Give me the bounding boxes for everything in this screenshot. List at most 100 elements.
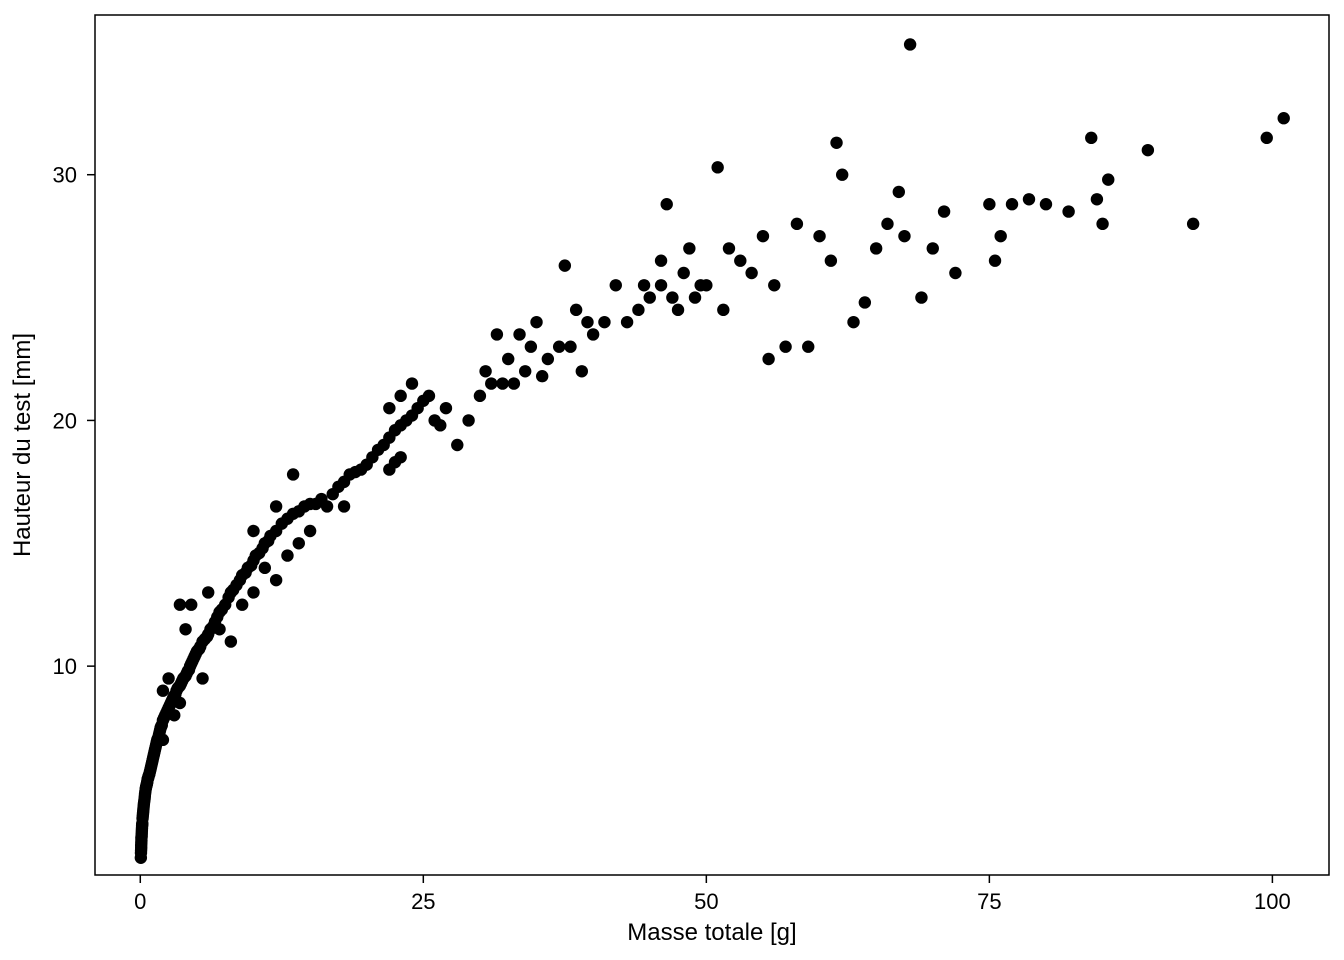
data-point [491, 328, 503, 340]
data-point [576, 365, 588, 377]
data-point [542, 353, 554, 365]
data-point [610, 279, 622, 291]
data-point [162, 672, 174, 684]
x-tick-label: 75 [977, 889, 1001, 914]
data-point [791, 218, 803, 230]
data-point [666, 291, 678, 303]
data-point [451, 439, 463, 451]
data-point [519, 365, 531, 377]
data-point [496, 377, 508, 389]
data-point [813, 230, 825, 242]
data-point [598, 316, 610, 328]
data-point [406, 377, 418, 389]
data-point [859, 296, 871, 308]
data-point [168, 709, 180, 721]
data-point [768, 279, 780, 291]
data-point [881, 218, 893, 230]
data-point [762, 353, 774, 365]
data-point [655, 255, 667, 267]
data-point [1040, 198, 1052, 210]
data-point [915, 291, 927, 303]
data-point [185, 599, 197, 611]
data-point [847, 316, 859, 328]
data-point [1096, 218, 1108, 230]
data-point [270, 574, 282, 586]
data-point [927, 242, 939, 254]
x-tick-label: 100 [1254, 889, 1291, 914]
data-point [836, 169, 848, 181]
data-point [711, 161, 723, 173]
data-point [745, 267, 757, 279]
data-point [440, 402, 452, 414]
data-point [525, 341, 537, 353]
data-point [559, 259, 571, 271]
data-point [394, 451, 406, 463]
data-point [700, 279, 712, 291]
data-point [717, 304, 729, 316]
data-point [655, 279, 667, 291]
data-point [1278, 112, 1290, 124]
data-point [474, 390, 486, 402]
data-point [1091, 193, 1103, 205]
data-point [321, 500, 333, 512]
data-point [587, 328, 599, 340]
data-point [202, 586, 214, 598]
data-point [757, 230, 769, 242]
data-point [479, 365, 491, 377]
data-point [434, 419, 446, 431]
data-point [989, 255, 1001, 267]
data-point [1062, 205, 1074, 217]
data-point [423, 390, 435, 402]
data-point [270, 500, 282, 512]
data-point [1261, 132, 1273, 144]
plot-panel [95, 15, 1329, 875]
data-point [893, 186, 905, 198]
y-tick-label: 30 [53, 163, 77, 188]
data-point [394, 390, 406, 402]
data-point [830, 137, 842, 149]
data-point [581, 316, 593, 328]
data-point [734, 255, 746, 267]
data-point [802, 341, 814, 353]
data-point [904, 38, 916, 50]
data-point [564, 341, 576, 353]
x-axis-label: Masse totale [g] [627, 919, 796, 946]
data-point [247, 525, 259, 537]
data-point [898, 230, 910, 242]
data-point [293, 537, 305, 549]
data-point [247, 586, 259, 598]
data-point [508, 377, 520, 389]
data-point [570, 304, 582, 316]
data-point [938, 205, 950, 217]
data-point [994, 230, 1006, 242]
scatter-chart: 0255075100 102030 Masse totale [g] Haute… [0, 0, 1344, 960]
data-point [779, 341, 791, 353]
data-point [179, 623, 191, 635]
y-axis-label: Hauteur du test [mm] [9, 333, 36, 557]
data-point [174, 697, 186, 709]
data-point [236, 599, 248, 611]
data-point [870, 242, 882, 254]
data-point [672, 304, 684, 316]
data-point [383, 402, 395, 414]
data-point [983, 198, 995, 210]
data-point [287, 468, 299, 480]
data-point [661, 198, 673, 210]
data-point [689, 291, 701, 303]
data-point [502, 353, 514, 365]
data-point [644, 291, 656, 303]
y-tick-label: 10 [53, 654, 77, 679]
data-point [1085, 132, 1097, 144]
y-tick-label: 20 [53, 408, 77, 433]
data-point [1142, 144, 1154, 156]
data-point [225, 635, 237, 647]
data-point [632, 304, 644, 316]
data-point [723, 242, 735, 254]
x-tick-label: 0 [134, 889, 146, 914]
data-point [157, 685, 169, 697]
data-point [513, 328, 525, 340]
data-point [683, 242, 695, 254]
data-point [621, 316, 633, 328]
data-point [213, 623, 225, 635]
data-point [825, 255, 837, 267]
